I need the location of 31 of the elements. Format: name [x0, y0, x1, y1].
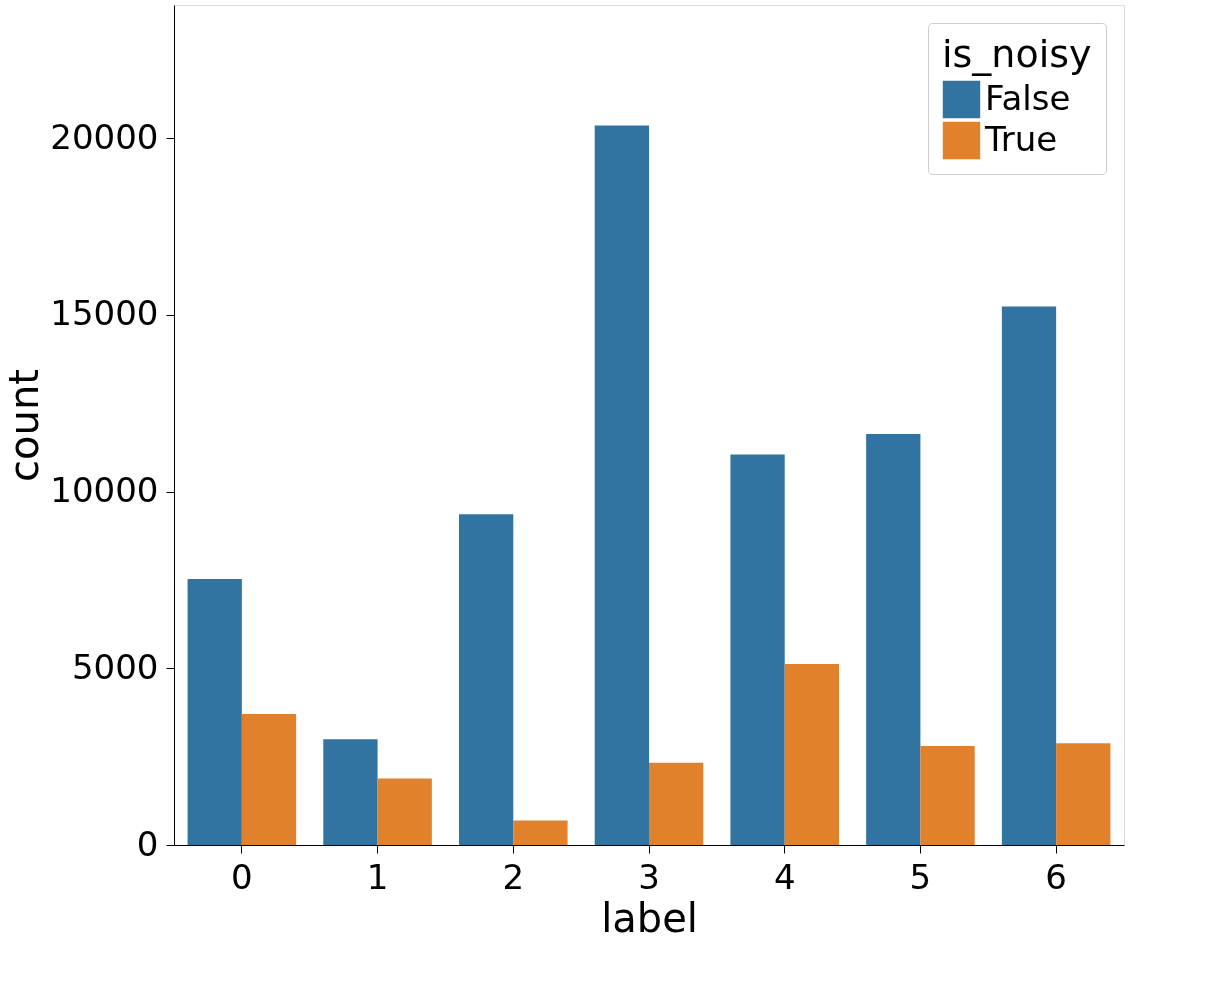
legend-title: is_noisy — [942, 32, 1092, 76]
y-tick-label: 20000 — [50, 116, 159, 157]
bar — [187, 578, 242, 845]
bar — [866, 434, 921, 845]
bar — [730, 454, 785, 845]
bar — [649, 762, 704, 845]
x-tick-label: 5 — [909, 856, 932, 897]
x-axis-title: label — [601, 894, 698, 941]
bar — [513, 820, 568, 845]
y-axis-title: count — [1, 369, 48, 482]
bar — [784, 664, 839, 845]
x-tick-label: 0 — [231, 856, 253, 897]
bar — [594, 125, 649, 845]
x-tick-label: 2 — [502, 856, 525, 897]
bar — [377, 778, 432, 845]
x-tick-label: 3 — [638, 856, 660, 897]
bar — [1001, 306, 1057, 845]
bar — [920, 746, 975, 845]
x-tick-label: 4 — [773, 856, 796, 897]
y-tick-label: 5000 — [71, 646, 159, 687]
legend-label: True — [984, 118, 1058, 159]
bar — [323, 739, 378, 845]
x-tick-label: 6 — [1045, 856, 1067, 897]
y-tick-label: 10000 — [50, 470, 159, 511]
legend-label: False — [985, 77, 1071, 118]
x-tick-label: 1 — [366, 856, 389, 897]
y-tick-label: 15000 — [50, 293, 159, 334]
bar — [241, 713, 297, 845]
y-tick-label: 0 — [136, 823, 159, 864]
bar — [1056, 743, 1111, 845]
bar — [459, 514, 514, 845]
